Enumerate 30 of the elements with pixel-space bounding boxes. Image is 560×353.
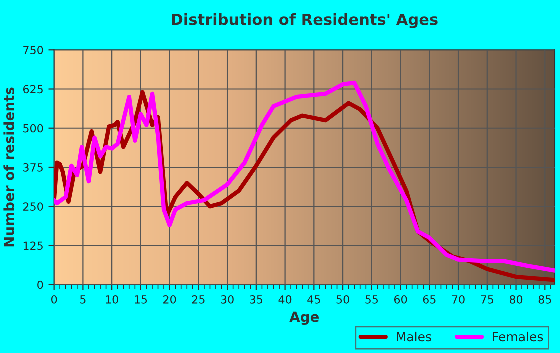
x-tick-label: 30 [221,295,234,304]
x-tick-label: 5 [80,296,86,304]
x-axis-title: Age [290,312,320,326]
y-axis-title: Number of residents [4,88,14,247]
x-tick-label: 50 [336,295,350,304]
y-tick-label: 375 [24,163,43,172]
chart-title: Distribution of Residents' Ages [172,14,438,28]
legend-label: Males [397,332,432,342]
x-tick-label: 15 [135,296,148,304]
x-tick-label: 0 [52,295,58,304]
y-tick-label: 500 [24,124,44,133]
x-tick-label: 85 [538,295,552,304]
x-tick-label: 40 [278,295,292,304]
y-tick-label: 0 [38,280,44,290]
x-tick-label: 35 [250,295,263,304]
x-tick-label: 75 [481,296,494,304]
x-tick-label: 10 [106,295,118,304]
legend-label: Females [493,332,544,342]
y-tick-label: 750 [24,46,44,55]
x-tick-label: 60 [394,295,408,304]
x-tick-label: 65 [423,295,436,304]
x-tick-label: 80 [510,295,523,304]
y-tick-label: 125 [24,242,43,250]
x-tick-label: 25 [192,295,205,304]
x-tick-label: 45 [308,296,320,304]
x-tick-label: 55 [366,296,378,304]
y-tick-label: 625 [23,85,43,94]
x-tick-label: 20 [164,295,176,304]
y-tick-label: 250 [24,202,44,211]
x-tick-label: 70 [452,295,465,304]
